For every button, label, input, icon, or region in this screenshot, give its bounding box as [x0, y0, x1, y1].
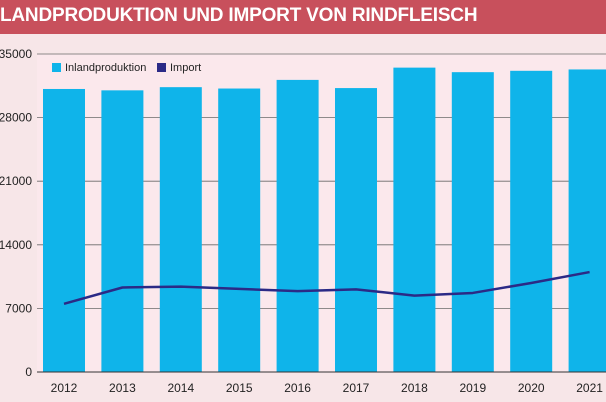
- bar: [568, 69, 606, 372]
- y-tick-label: 28000: [0, 111, 32, 125]
- bar: [43, 88, 85, 373]
- chart-area: 0 7000 14000 21000 28000 35000 2012 2013 2014 201…: [0, 34, 606, 402]
- legend-swatch-inlandproduktion: [52, 63, 61, 72]
- legend-label-import: Import: [170, 62, 201, 74]
- y-tick-label: 7000: [5, 301, 32, 315]
- import-line: [63, 270, 590, 306]
- y-tick-label: 14000: [0, 238, 32, 252]
- x-tick-label: 2017: [343, 381, 370, 395]
- x-tick-label: 2019: [459, 381, 486, 395]
- bar: [218, 88, 261, 373]
- y-tick-label: 21000: [0, 174, 32, 188]
- x-tick-label: 2013: [109, 381, 136, 395]
- bar-line-chart: 0 7000 14000 21000 28000 35000 2012 2013 2014 201…: [0, 47, 606, 395]
- chart-title: LANDPRODUKTION UND IMPORT VON RINDFLEISC…: [0, 5, 478, 26]
- y-tick-label: 35000: [0, 47, 32, 61]
- bar: [335, 88, 377, 373]
- y-tick-label: 0: [25, 365, 32, 379]
- bar: [159, 87, 202, 373]
- bar: [510, 70, 553, 373]
- bar: [276, 79, 319, 372]
- header-banner: LANDPRODUKTION UND IMPORT VON RINDFLEISC…: [0, 0, 606, 34]
- x-tick-label: 2014: [167, 381, 194, 395]
- x-tick-label: 2021: [576, 381, 603, 395]
- legend-swatch-import: [157, 63, 166, 72]
- x-tick-label: 2018: [401, 381, 428, 395]
- x-tick-label: 2015: [226, 381, 253, 395]
- x-tick-label: 2020: [518, 381, 545, 395]
- legend-label-inlandproduktion: Inlandproduktion: [65, 62, 146, 74]
- bar: [101, 90, 144, 372]
- x-tick-label: 2012: [51, 381, 78, 395]
- x-tick-label: 2016: [284, 381, 311, 395]
- bar: [451, 72, 494, 372]
- bar: [393, 67, 436, 372]
